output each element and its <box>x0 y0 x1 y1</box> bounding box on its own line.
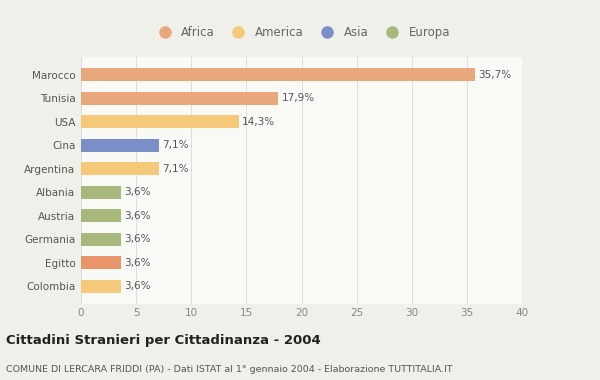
Text: 3,6%: 3,6% <box>124 187 151 197</box>
Bar <box>81 233 121 246</box>
Text: Cittadini Stranieri per Cittadinanza - 2004: Cittadini Stranieri per Cittadinanza - 2… <box>6 334 321 347</box>
Bar <box>81 115 239 128</box>
Text: 3,6%: 3,6% <box>124 234 151 244</box>
Bar <box>81 162 159 175</box>
Text: 35,7%: 35,7% <box>478 70 511 80</box>
Text: 17,9%: 17,9% <box>281 93 315 103</box>
Bar <box>81 280 121 293</box>
Text: 7,1%: 7,1% <box>163 140 189 150</box>
Text: COMUNE DI LERCARA FRIDDI (PA) - Dati ISTAT al 1° gennaio 2004 - Elaborazione TUT: COMUNE DI LERCARA FRIDDI (PA) - Dati IST… <box>6 366 452 374</box>
Text: 3,6%: 3,6% <box>124 211 151 221</box>
Bar <box>81 68 475 81</box>
Bar <box>81 209 121 222</box>
Text: 3,6%: 3,6% <box>124 258 151 268</box>
Bar <box>81 256 121 269</box>
Bar <box>81 186 121 199</box>
Legend: Africa, America, Asia, Europa: Africa, America, Asia, Europa <box>148 21 455 43</box>
Bar <box>81 92 278 105</box>
Text: 7,1%: 7,1% <box>163 164 189 174</box>
Text: 3,6%: 3,6% <box>124 281 151 291</box>
Text: 14,3%: 14,3% <box>242 117 275 127</box>
Bar <box>81 139 159 152</box>
